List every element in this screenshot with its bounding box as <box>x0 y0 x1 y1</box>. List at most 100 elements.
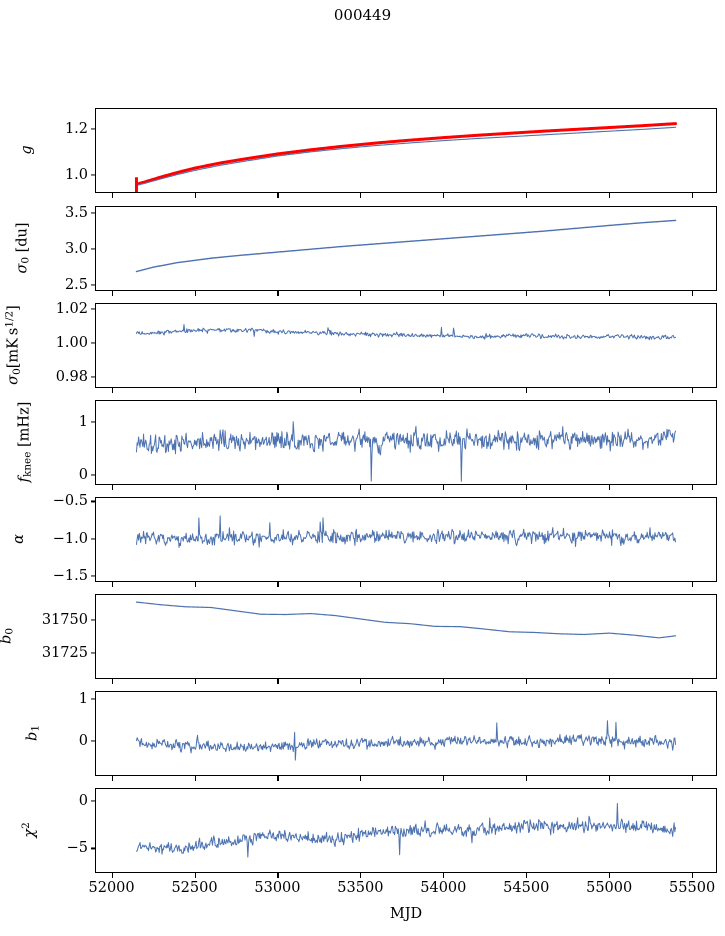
xtick-mark <box>194 873 196 878</box>
xtick-mark <box>609 388 611 393</box>
ytick-label: 1 <box>78 413 88 430</box>
ytick-mark <box>90 652 95 654</box>
series-line-b1 <box>135 720 677 761</box>
panel-sigma0-mk: σ0[mK s1/2] 0.98 1.00 1.02 <box>3 301 717 393</box>
xtick-mark <box>111 291 113 296</box>
series-line-f_knee <box>135 421 677 482</box>
xtick-mark <box>692 291 694 296</box>
plot-area-b1 <box>135 720 677 761</box>
ytick-mark <box>90 474 95 476</box>
ylabel-sigma0-mk: σ0[mK s1/2] <box>3 305 23 385</box>
ytick-mark <box>90 847 95 849</box>
xtick-mark <box>692 388 694 393</box>
ytick-label: 1.2 <box>64 120 88 137</box>
axes-frame-b1 <box>95 691 717 776</box>
ytick-label: 1.00 <box>55 334 88 351</box>
ytick-mark <box>90 420 95 423</box>
xtick-mark <box>692 776 694 781</box>
ylabel-alpha: α <box>11 534 27 544</box>
ytick-label: 1.02 <box>55 300 88 317</box>
ylabel-chi2: χ2 <box>19 822 39 838</box>
xtick-mark <box>360 193 362 198</box>
series-line-sigma0_du <box>135 219 677 273</box>
xtick-mark <box>526 193 528 198</box>
xtick-mark <box>609 776 611 781</box>
ylabel-g: g <box>19 145 35 155</box>
ytick-mark <box>90 284 95 286</box>
xtick-mark <box>194 679 196 684</box>
ytick-mark <box>90 800 95 802</box>
xtick-mark <box>360 388 362 393</box>
xtick-mark <box>692 873 694 878</box>
xtick-mark <box>609 873 611 878</box>
xtick-mark <box>277 193 279 198</box>
series-line-model <box>134 122 678 186</box>
xtick-mark <box>111 193 113 198</box>
ytick-mark <box>90 308 95 310</box>
series-line-alpha <box>135 515 677 548</box>
ytick-mark <box>90 538 95 540</box>
xtick-mark <box>111 388 113 393</box>
ytick-mark <box>90 619 95 621</box>
ytick-mark <box>90 698 95 700</box>
xtick-mark <box>443 873 445 878</box>
plot-area-sigma0-du <box>135 219 677 273</box>
xtick-mark <box>111 582 113 587</box>
xtick-label: 53000 <box>254 880 301 896</box>
xtick-mark <box>443 582 445 587</box>
xtick-mark <box>526 485 528 490</box>
xtick-mark <box>277 485 279 490</box>
xtick-mark <box>526 388 528 393</box>
xtick-mark <box>692 679 694 684</box>
xtick-mark <box>111 776 113 781</box>
ytick-label: 31750 <box>41 611 88 628</box>
xtick-label: 54500 <box>503 880 550 896</box>
plot-area-sigma0-mk <box>135 324 677 341</box>
xtick-mark <box>194 291 196 296</box>
ylabel-fknee: fknee [mHz] <box>16 401 34 483</box>
panel-g: g 1.0 1.2 <box>19 108 717 198</box>
panel-sigma0-du: σ0 [du] 2.5 3.0 3.5 <box>14 205 717 296</box>
series-line-b0 <box>135 601 677 639</box>
plot-area-g <box>134 122 678 193</box>
xtick-mark <box>443 291 445 296</box>
ytick-label: −5 <box>66 840 88 857</box>
xtick-mark <box>609 193 611 198</box>
ytick-label: 2.5 <box>64 277 88 294</box>
panel-b0: b0 31725 31750 <box>0 594 717 684</box>
xtick-mark <box>194 193 196 198</box>
xtick-mark <box>443 485 445 490</box>
ylabel-b0: b0 <box>0 628 16 644</box>
xtick-mark <box>111 485 113 490</box>
figure-title: 000449 <box>333 6 392 24</box>
xtick-mark <box>277 388 279 393</box>
panel-b1: b1 0 1 <box>24 691 717 781</box>
xaxis-label: MJD <box>389 906 423 922</box>
axes-frame-g <box>95 108 717 193</box>
xtick-mark <box>360 485 362 490</box>
xtick-mark <box>526 873 528 878</box>
xtick-mark <box>360 291 362 296</box>
plot-area-fknee <box>135 421 677 482</box>
axes-frame-sigma0-mk <box>95 303 717 388</box>
xtick-mark <box>277 776 279 781</box>
ytick-label: 0 <box>78 793 88 810</box>
ytick-mark <box>90 740 95 742</box>
xtick-mark <box>277 582 279 587</box>
axes-frame-fknee <box>95 400 717 485</box>
plot-area-chi2 <box>135 802 677 858</box>
xtick-mark <box>360 873 362 878</box>
ytick-label: 3.5 <box>64 205 88 222</box>
axes-frame-sigma0-du <box>95 206 717 291</box>
xtick-mark <box>526 776 528 781</box>
xtick-mark <box>692 193 694 198</box>
ytick-mark <box>90 376 95 378</box>
xtick-mark <box>609 679 611 684</box>
ytick-label: 31725 <box>41 645 88 662</box>
ylabel-sigma0-du: σ0 [du] <box>14 222 32 274</box>
xtick-mark <box>609 291 611 296</box>
xtick-mark <box>526 679 528 684</box>
ytick-mark <box>90 128 95 130</box>
xtick-label: 55500 <box>669 880 716 896</box>
